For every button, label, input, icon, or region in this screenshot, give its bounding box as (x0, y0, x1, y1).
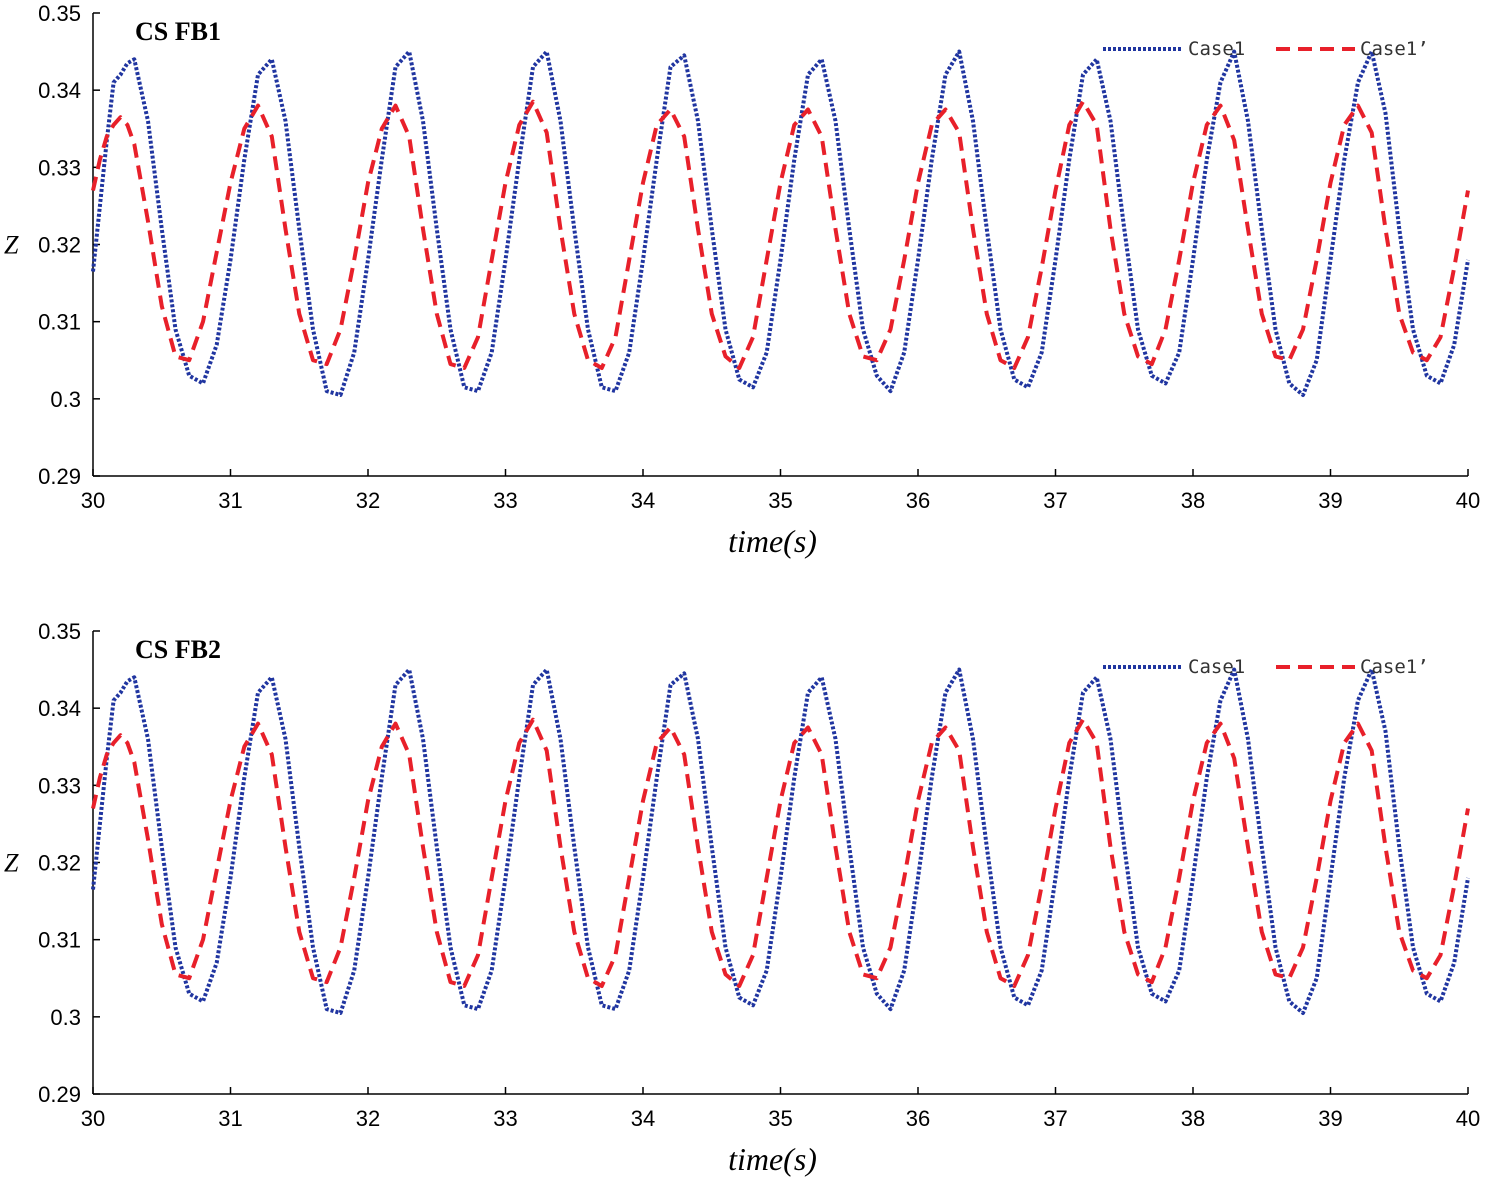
y-tick-label: 0.32 (38, 851, 81, 876)
x-tick-label: 40 (1456, 488, 1480, 513)
y-tick-label: 0.31 (38, 310, 81, 335)
series-line-case1-prime (91, 99, 1470, 370)
legend-label: Case1’ (1360, 38, 1429, 60)
x-tick-label: 31 (218, 488, 242, 513)
x-tick-label: 38 (1181, 488, 1205, 513)
x-tick-label: 37 (1043, 488, 1067, 513)
y-tick-label: 0.29 (38, 1082, 81, 1107)
x-tick-label: 35 (768, 488, 792, 513)
legend-label: Case1 (1188, 38, 1245, 60)
legend-label: Case1 (1188, 656, 1245, 678)
series-line-case1-prime (91, 717, 1470, 988)
y-tick-label: 0.3 (50, 1005, 81, 1030)
y-tick-label: 0.33 (38, 773, 81, 798)
x-tick-label: 39 (1318, 488, 1342, 513)
y-tick-label: 0.32 (38, 233, 81, 258)
y-axis-label: Z (4, 231, 19, 260)
chart-panel-2: 0.29 0.3 0.31 0.32 0.33 0.34 0.35 30 31 32 33 34 35 3… (4, 619, 1480, 1177)
legend: Case1 Case1’ (1103, 38, 1429, 60)
x-axis-label: time(s) (728, 523, 817, 559)
chart-title: CS FB1 (135, 17, 221, 46)
x-tick-label: 33 (493, 488, 517, 513)
x-tick-label: 35 (768, 1106, 792, 1131)
series-line-case1 (91, 49, 1470, 397)
x-tick-label: 34 (631, 488, 655, 513)
legend-label: Case1’ (1360, 656, 1429, 678)
y-tick-label: 0.34 (38, 696, 81, 721)
x-tick-label: 37 (1043, 1106, 1067, 1131)
y-tick-label: 0.31 (38, 928, 81, 953)
x-tick-label: 32 (356, 488, 380, 513)
x-axis-label: time(s) (728, 1141, 817, 1177)
x-tick-label: 30 (81, 1106, 105, 1131)
y-tick-label: 0.29 (38, 464, 81, 489)
x-tick-label: 31 (218, 1106, 242, 1131)
x-tick-label: 36 (906, 488, 930, 513)
x-tick-label: 34 (631, 1106, 655, 1131)
y-tick-label: 0.34 (38, 78, 81, 103)
x-tick-label: 32 (356, 1106, 380, 1131)
x-tick-label: 33 (493, 1106, 517, 1131)
x-tick-label: 36 (906, 1106, 930, 1131)
legend: Case1 Case1’ (1103, 656, 1429, 678)
x-tick-label: 40 (1456, 1106, 1480, 1131)
chart-title: CS FB2 (135, 635, 221, 664)
y-tick-label: 0.35 (38, 619, 81, 644)
x-tick-label: 30 (81, 488, 105, 513)
y-tick-label: 0.3 (50, 387, 81, 412)
x-tick-label: 39 (1318, 1106, 1342, 1131)
series-line-case1 (91, 667, 1470, 1015)
chart-panel-1: 0.29 0.3 0.31 0.32 0.33 0.34 0.35 30 31 32 33 34 35 3… (4, 1, 1480, 559)
y-tick-label: 0.33 (38, 155, 81, 180)
x-tick-label: 38 (1181, 1106, 1205, 1131)
y-tick-label: 0.35 (38, 1, 81, 26)
y-axis-label: Z (4, 849, 19, 878)
